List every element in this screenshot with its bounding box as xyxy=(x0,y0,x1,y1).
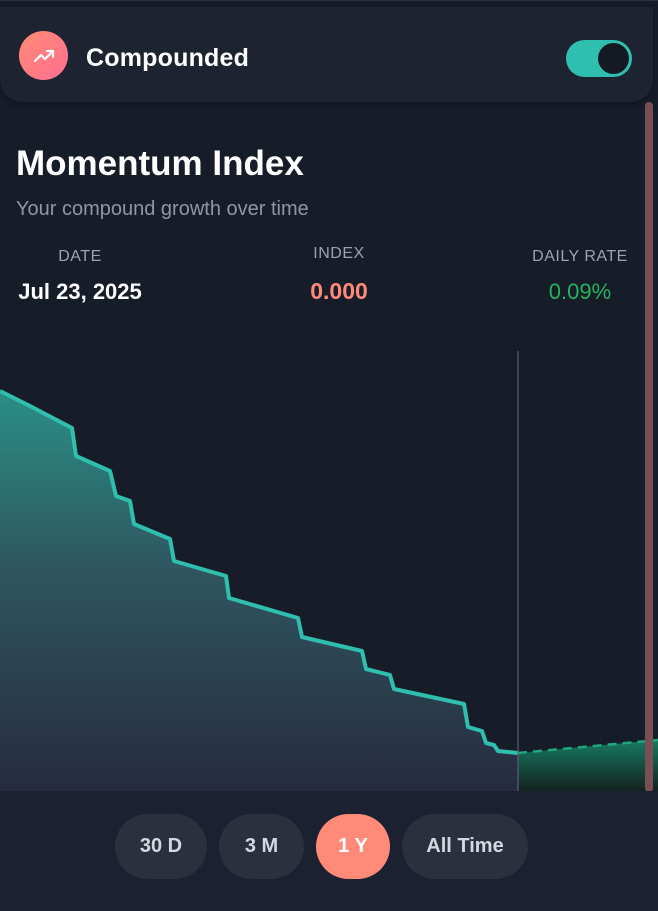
trending-up-icon xyxy=(19,31,68,80)
range-all-time-button[interactable]: All Time xyxy=(402,814,528,879)
header-bar: Compounded xyxy=(0,7,653,102)
date-value: Jul 23, 2025 xyxy=(18,279,142,304)
momentum-chart[interactable] xyxy=(0,331,658,791)
range-3m-button[interactable]: 3 M xyxy=(219,814,304,879)
range-30d-button[interactable]: 30 D xyxy=(115,814,207,879)
compounded-toggle[interactable] xyxy=(566,40,632,77)
range-1y-button[interactable]: 1 Y xyxy=(316,814,390,879)
projection-line xyxy=(517,738,658,755)
page-title: Momentum Index xyxy=(16,144,304,183)
date-label: DATE xyxy=(58,248,102,265)
history-area xyxy=(0,391,518,791)
scrollbar[interactable] xyxy=(645,102,653,792)
daily-rate-label: DAILY RATE xyxy=(532,248,628,265)
daily-rate-value: 0.09% xyxy=(548,279,612,304)
page-subtitle: Your compound growth over time xyxy=(16,198,309,220)
projection-area xyxy=(518,740,658,791)
history-line xyxy=(0,389,519,755)
index-value: 0.000 xyxy=(310,278,368,304)
header-title: Compounded xyxy=(86,44,250,72)
index-label: INDEX xyxy=(313,245,365,262)
range-selector: 30 D 3 M 1 Y All Time xyxy=(0,791,658,911)
toggle-knob xyxy=(598,43,629,74)
